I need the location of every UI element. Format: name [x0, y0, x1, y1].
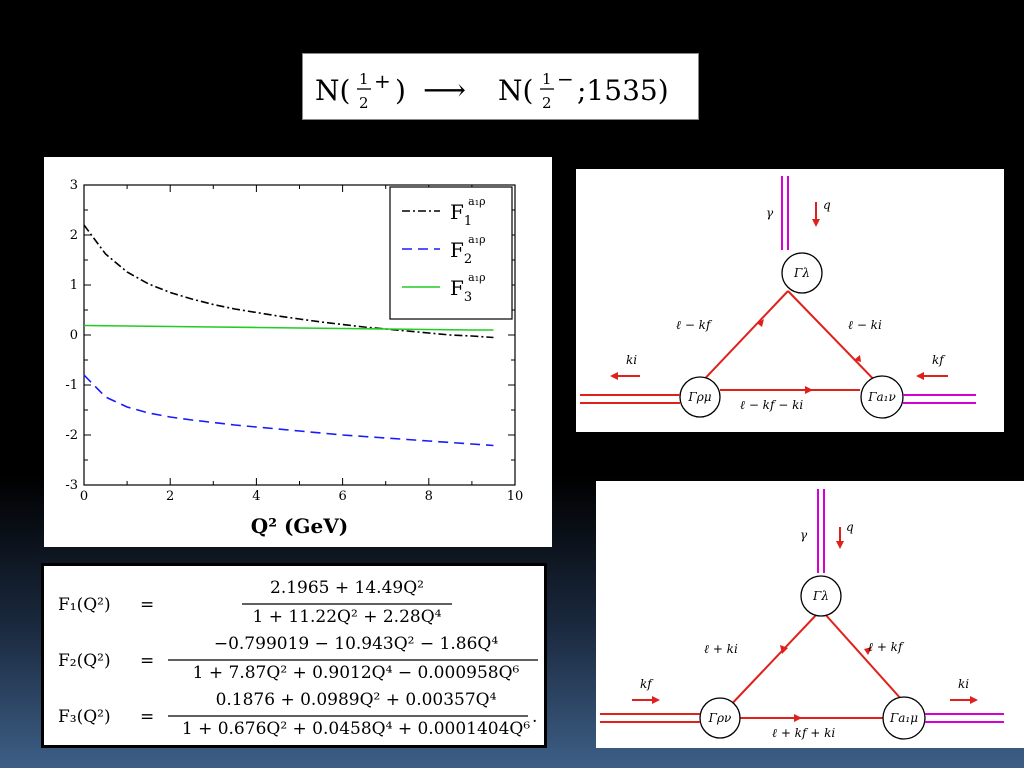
formula-f2-num: −0.799019 − 10.943Q² − 1.86Q⁴ [214, 634, 498, 654]
y-tick-label: -1 [65, 378, 78, 393]
formula-f2-eq: = [140, 651, 154, 671]
formula-f2-lhs: F₂(Q²) [58, 651, 111, 671]
gamma-label: γ [766, 206, 774, 220]
ki-arrowhead [970, 696, 978, 704]
kf-arrowhead [652, 696, 660, 704]
vertex-left [699, 697, 741, 739]
title-left-den: 2 [359, 94, 369, 112]
vertex-right [882, 696, 926, 740]
bottom-edge-label: ℓ − kf − ki [740, 398, 803, 412]
right-edge-label: ℓ − ki [848, 318, 882, 332]
edge-right [787, 290, 883, 389]
title-left-close: ) [395, 74, 406, 107]
gamma-label: γ [800, 528, 808, 542]
series-line-f1 [83, 224, 494, 339]
y-tick-label: 0 [70, 328, 78, 343]
x-axis-label: Q² (GeV) [251, 514, 348, 538]
formula-f1-lhs: F₁(Q²) [58, 595, 111, 615]
vertex-left-label: Γρμ [687, 390, 711, 404]
ki-arrowhead [610, 372, 618, 380]
y-tick-label: 3 [70, 178, 78, 193]
vertex-top [781, 252, 823, 294]
formula-f3-den: 1 + 0.676Q² + 0.0458Q⁴ + 0.0001404Q⁶ [182, 719, 530, 739]
edge-bottom-arrowhead [794, 714, 802, 722]
x-tick-label: 2 [166, 489, 174, 504]
ki-label: ki [958, 677, 969, 691]
formula-f3-end: . [532, 707, 537, 727]
x-tick-label: 10 [507, 489, 524, 504]
y-tick-label: 2 [70, 228, 78, 243]
formula-f1: F₁(Q²) = 2.1965 + 14.49Q² 1 + 11.22Q² + … [58, 578, 452, 627]
kf-label: kf [640, 677, 654, 691]
formula-f3: F₃(Q²) = 0.1876 + 0.0989Q² + 0.00357Q⁴ 1… [58, 690, 537, 739]
edge-right [823, 612, 911, 710]
right-edge-label: ℓ + kf [868, 640, 905, 654]
formula-block: F₁(Q²) = 2.1965 + 14.49Q² 1 + 11.22Q² + … [58, 578, 538, 739]
title-right-mass: ;1535) [577, 74, 669, 107]
y-tick-label: -3 [65, 478, 78, 493]
edge-left-arrowhead [757, 319, 764, 327]
formula-f2: F₂(Q²) = −0.799019 − 10.943Q² − 1.86Q⁴ 1… [58, 634, 538, 683]
title-box: N( 1 2 + ) ⟶ N( 1 2 − ;1535) [302, 53, 699, 120]
kf-arrowhead [916, 372, 924, 380]
vertex-right-label: Γa₁μ [889, 711, 918, 725]
title-left-n: N( [315, 74, 350, 107]
vertex-top-label: Γλ [812, 589, 829, 603]
q-label: q [823, 198, 831, 212]
y-tick-label: 1 [70, 278, 78, 293]
vertex-left [679, 376, 721, 418]
title-right-num: 1 [542, 70, 552, 88]
vertex-left-label: Γρν [708, 711, 732, 725]
left-edge-label: ℓ − kf [676, 318, 713, 332]
formula-f3-lhs: F₃(Q²) [58, 707, 111, 727]
title-right-parity: − [557, 67, 574, 91]
title-formula: N( 1 2 + ) ⟶ N( 1 2 − ;1535) [315, 67, 669, 112]
edge-left [695, 290, 789, 389]
ki-label: ki [626, 353, 637, 367]
title-right-n: N( [498, 74, 533, 107]
vertex-right-label: Γa₁ν [867, 390, 896, 404]
diagram-bottom-svg: γ q Γλ Γρν Γa₁μ kf ki ℓ + ki ℓ + kf ℓ + … [600, 489, 1004, 740]
formula-f2-den: 1 + 7.87Q² + 0.9012Q⁴ − 0.000958Q⁶ [193, 663, 520, 683]
q-label: q [846, 520, 854, 534]
diagram-top: γ q Γλ Γρμ Γa₁ν ki kf ℓ − kf ℓ − ki ℓ − … [576, 169, 1004, 432]
formula-panel: F₁(Q²) = 2.1965 + 14.49Q² 1 + 11.22Q² + … [41, 563, 547, 748]
edge-left [725, 612, 819, 711]
q-arrowhead [836, 541, 844, 549]
x-tick-label: 4 [252, 489, 260, 504]
q-arrowhead [812, 219, 820, 227]
chart-panel: 0 2 4 6 8 10 3 2 1 0 -1 -2 -3 F1a₁ρ F2a₁ρ F3a₁ρ Q² (GeV) [44, 157, 552, 547]
edge-right-arrowhead [864, 647, 872, 655]
vertex-top-label: Γλ [793, 266, 810, 280]
left-edge-label: ℓ + ki [704, 642, 738, 656]
x-tick-label: 8 [425, 489, 433, 504]
title-right-den: 2 [542, 94, 552, 112]
diagram-top-svg: γ q Γλ Γρμ Γa₁ν ki kf ℓ − kf ℓ − ki ℓ − … [580, 176, 976, 419]
title-left-parity: + [374, 69, 391, 93]
edge-right-arrowhead [854, 355, 861, 362]
x-tick-label: 6 [338, 489, 346, 504]
kf-label: kf [932, 353, 946, 367]
edge-bottom-arrowhead [805, 386, 813, 394]
edge-left-arrowhead [780, 645, 788, 654]
formula-f1-num: 2.1965 + 14.49Q² [270, 578, 424, 598]
title-arrow: ⟶ [423, 73, 466, 108]
vertex-top [800, 575, 842, 617]
vertex-right [860, 375, 904, 419]
diagram-bottom: γ q Γλ Γρν Γa₁μ kf ki ℓ + ki ℓ + kf ℓ + … [596, 481, 1024, 748]
formula-f3-num: 0.1876 + 0.0989Q² + 0.00357Q⁴ [216, 690, 497, 710]
x-tick-label: 0 [80, 489, 88, 504]
bottom-edge-label: ℓ + kf + ki [772, 726, 835, 740]
legend-box [389, 186, 513, 320]
y-tick-label: -2 [65, 428, 78, 443]
formula-f1-eq: = [140, 595, 154, 615]
series-line-f2 [83, 374, 494, 447]
formula-f1-den: 1 + 11.22Q² + 2.28Q⁴ [253, 607, 442, 627]
series-line-f3 [83, 324, 494, 331]
formula-f3-eq: = [140, 707, 154, 727]
title-left-num: 1 [359, 70, 369, 88]
